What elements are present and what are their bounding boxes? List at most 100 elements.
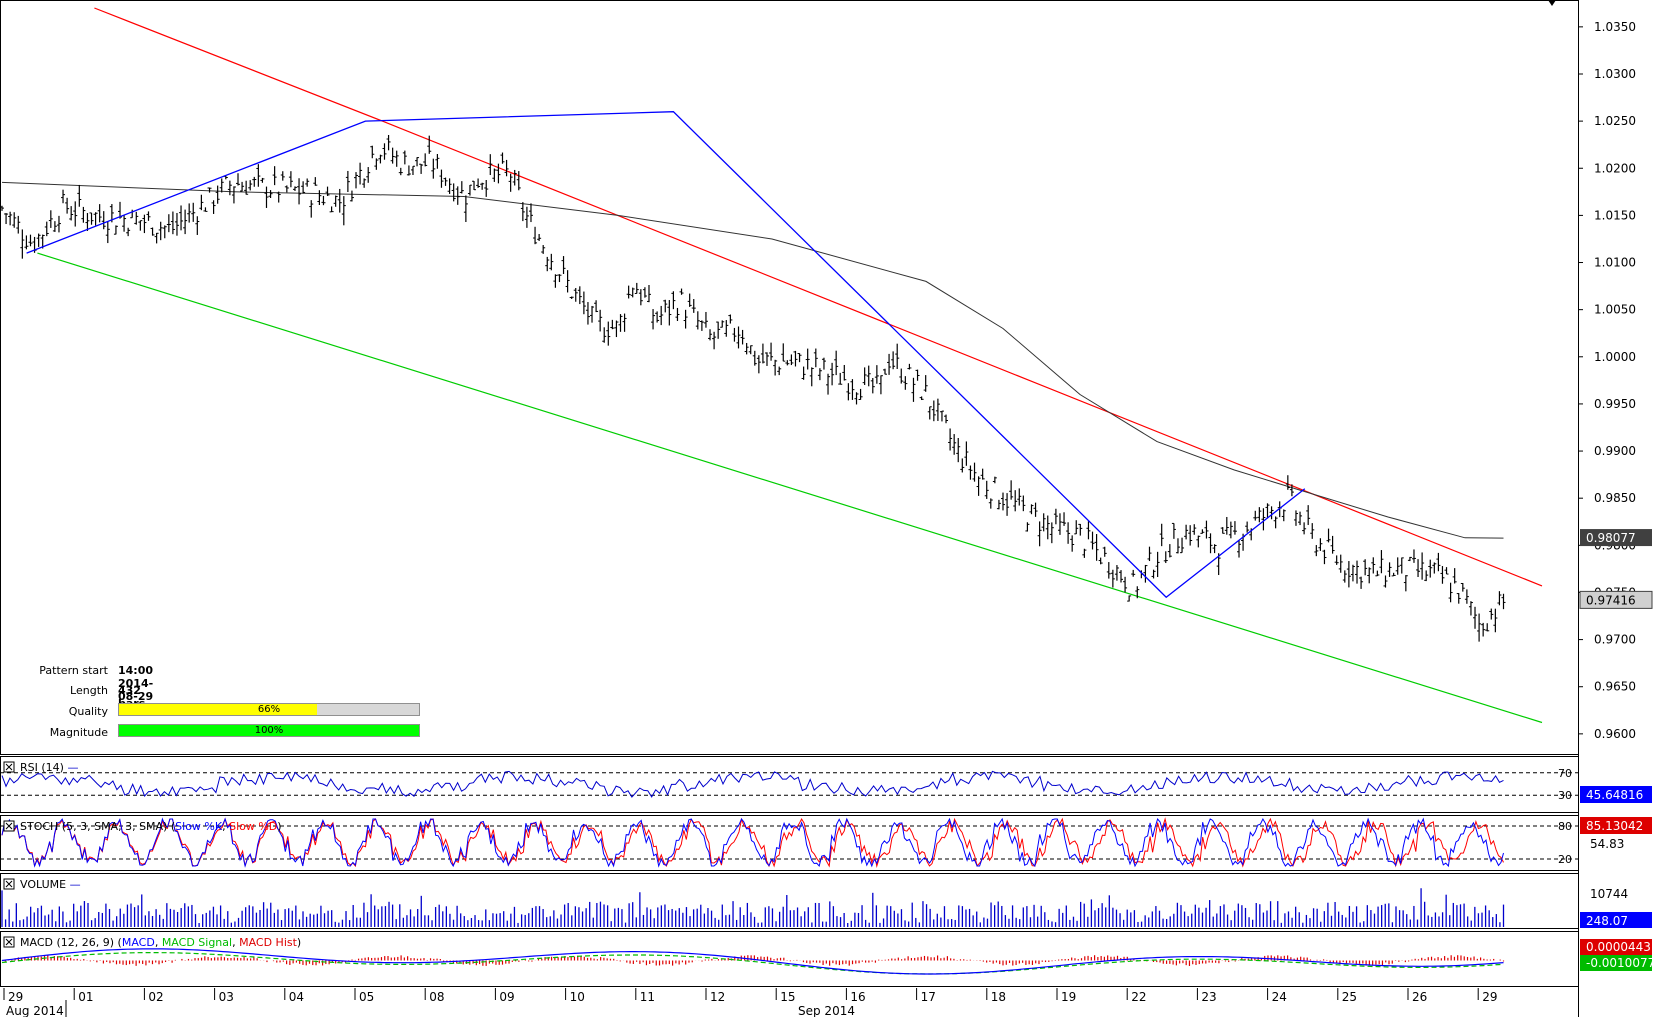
price-bars <box>0 134 1506 642</box>
panel-borders <box>0 0 1579 1017</box>
rsi-title: RSI (14) — <box>20 761 78 774</box>
x-day-label: 08 <box>429 990 444 1004</box>
y-tick-label: 1.0350 <box>1594 20 1636 34</box>
macd-panel: MACD (12, 26, 9) (MACD, MACD Signal, MAC… <box>1 936 1655 975</box>
macd-signal-value-box <box>1580 955 1652 971</box>
macd-line <box>1 948 1504 975</box>
panel-title-part: , <box>155 936 162 949</box>
y-tick-label: 0.9600 <box>1594 727 1636 741</box>
stoch-level-label: 80 <box>1558 820 1572 833</box>
stoch-level-label: 20 <box>1558 853 1572 866</box>
y-tick-label: 0.9650 <box>1594 680 1636 694</box>
quality-bar-fill <box>119 704 317 715</box>
stoch-value-box <box>1580 817 1652 834</box>
volume-value-label: 248.07 <box>1586 914 1628 928</box>
pattern-length-label: Length <box>70 684 108 697</box>
x-day-label: 26 <box>1412 990 1427 1004</box>
y-tick-label: 0.9700 <box>1594 633 1636 647</box>
x-day-label: 15 <box>780 990 795 1004</box>
x-day-label: 16 <box>850 990 865 1004</box>
ma-value-box <box>1580 529 1652 547</box>
x-day-label: 04 <box>289 990 304 1004</box>
last-price-label: 0.97416 <box>1586 593 1636 607</box>
y-tick-label: 0.9850 <box>1594 491 1636 505</box>
panel-title-part: MACD Hist <box>239 936 298 949</box>
x-axis: 29 01 02 03 04 05 08 09 10 11 12 15 16 17 18 19 22 23 24 25… <box>3 988 1497 1017</box>
panel-title-part: STOCH (5, 3, SMA, 3, SMA) ( <box>20 820 175 833</box>
stochastic-panel: 80 20 STOCH (5, 3, SMA, 3, SMA) (Slow %K, … <box>0 817 1652 868</box>
panel-title-part: MACD Signal <box>162 936 232 949</box>
panel-title-part: RSI (14) <box>20 761 67 774</box>
quality-label: Quality <box>68 705 108 718</box>
last-price-box <box>1579 590 1653 609</box>
panel-title-part: — <box>70 878 81 891</box>
x-day-label: 11 <box>640 990 655 1004</box>
macd-value-box <box>1580 939 1652 955</box>
rsi-level-label: 70 <box>1558 767 1572 780</box>
y-tick-label: 1.0100 <box>1594 256 1636 270</box>
panel-title-part: ) <box>277 820 281 833</box>
panel-close-icon-cross <box>5 763 13 771</box>
x-day-label: 05 <box>359 990 374 1004</box>
y-tick-label: 1.0250 <box>1594 114 1636 128</box>
volume-panel: VOLUME — 10744 248.07 <box>1 878 1652 928</box>
stoch-secondary-label: 54.83 <box>1590 837 1624 851</box>
magnitude-label: Magnitude <box>49 726 108 739</box>
panel-title-part: VOLUME <box>20 878 70 891</box>
pattern-start-label: Pattern start <box>39 664 108 677</box>
x-day-label: 18 <box>991 990 1006 1004</box>
stoch-k-line <box>1 817 1504 868</box>
panel-title-part: MACD (12, 26, 9) ( <box>20 936 122 949</box>
panel-title-part: , <box>232 936 239 949</box>
x-month-label: Aug 2014 <box>6 1004 64 1017</box>
x-day-label: 29 <box>8 990 23 1004</box>
magnitude-value: 100% <box>254 725 284 736</box>
lower-channel-line <box>37 252 1543 724</box>
x-day-label: 10 <box>570 990 585 1004</box>
moving-average-line <box>1 181 1504 539</box>
y-axis: 1.0350 1.0300 1.0250 1.0200 1.0150 1.0100 1.00… <box>1578 20 1653 741</box>
macd-signal-line <box>1 952 1504 975</box>
rsi-panel: 70 30 RSI (14) — 45.64816 <box>0 761 1652 803</box>
x-day-label: 24 <box>1272 990 1287 1004</box>
rsi-value-box <box>1580 786 1652 803</box>
panel-close-icon-cross <box>5 938 13 946</box>
magnitude-bar: 100% <box>118 724 420 737</box>
magnitude-bar-fill <box>119 725 419 736</box>
panel-close-icon-cross <box>5 822 13 830</box>
volume-title: VOLUME — <box>20 878 81 891</box>
y-tick-label: 0.9950 <box>1594 397 1636 411</box>
macd-signal-value-label: -0.0010077 <box>1586 956 1655 970</box>
x-day-label: 01 <box>78 990 93 1004</box>
y-tick-label: 1.0150 <box>1594 208 1636 222</box>
rsi-level-label: 30 <box>1558 789 1572 802</box>
quality-bar: 66% <box>118 703 420 716</box>
panel-close-icon-cross <box>5 880 13 888</box>
x-day-label: 29 <box>1482 990 1497 1004</box>
x-month-label: Sep 2014 <box>798 1004 855 1017</box>
panel-title-part: — <box>67 761 78 774</box>
zigzag-line <box>26 111 1306 599</box>
y-tick-label: 0.9900 <box>1594 444 1636 458</box>
x-day-label: 02 <box>148 990 163 1004</box>
pattern-start-value: 14:00 2014-08-29 <box>118 664 154 703</box>
panel-title-part: ) <box>297 936 301 949</box>
macd-title: MACD (12, 26, 9) (MACD, MACD Signal, MAC… <box>20 936 301 949</box>
ma-value-label: 0.98077 <box>1586 531 1636 545</box>
rsi-value-label: 45.64816 <box>1586 788 1643 802</box>
macd-value-label: 0.0000443 <box>1586 940 1651 954</box>
y-tick-label: 1.0300 <box>1594 67 1636 81</box>
quality-value: 66% <box>257 704 281 715</box>
volume-tick-label: 10744 <box>1590 887 1628 901</box>
scroll-marker-icon <box>1548 0 1556 6</box>
volume-value-box <box>1580 912 1652 928</box>
x-day-label: 19 <box>1061 990 1076 1004</box>
x-day-label: 03 <box>219 990 234 1004</box>
x-day-label: 17 <box>921 990 936 1004</box>
panel-title-part: MACD <box>122 936 155 949</box>
x-day-label: 22 <box>1131 990 1146 1004</box>
y-tick-label: 1.0000 <box>1594 350 1636 364</box>
x-day-label: 09 <box>499 990 514 1004</box>
